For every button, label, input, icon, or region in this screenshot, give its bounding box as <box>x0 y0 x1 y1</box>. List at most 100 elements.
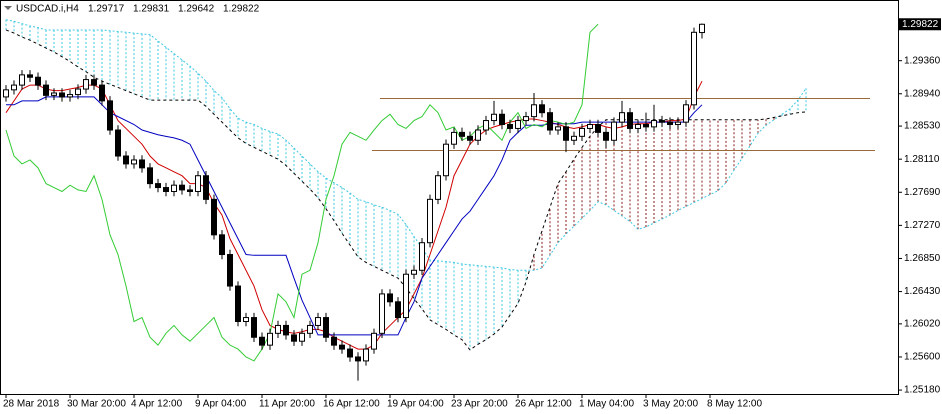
candle-body <box>155 183 161 189</box>
candle-body <box>499 113 505 126</box>
candle-body <box>627 112 633 129</box>
candle-body <box>563 126 569 141</box>
y-tick-label: 1.26020 <box>904 319 941 330</box>
candle-body <box>587 124 593 129</box>
candle-body <box>483 120 489 131</box>
candle-body <box>27 74 33 78</box>
candle-body <box>259 336 265 346</box>
candle-body <box>555 126 561 131</box>
candle-body <box>283 324 289 336</box>
y-tick-label: 1.29360 <box>904 55 941 66</box>
candle-body <box>347 348 353 358</box>
y-tick-label: 1.28110 <box>904 154 940 165</box>
indicator-line <box>5 23 599 362</box>
header-low: 1.29642 <box>178 4 215 15</box>
x-tick-label: 19 Apr 04:00 <box>387 399 444 410</box>
candle-body <box>515 120 521 129</box>
candle-body <box>531 104 537 118</box>
plot-layer <box>3 19 875 381</box>
candle-body <box>523 116 529 122</box>
x-tick-label: 3 May 20:00 <box>643 399 698 410</box>
current-price-box <box>899 18 941 31</box>
candle-body <box>251 317 257 338</box>
candle-body <box>435 175 441 200</box>
candle-body <box>267 332 273 346</box>
candle-body <box>371 332 377 350</box>
candle-body <box>115 129 121 157</box>
candle-body <box>363 348 369 362</box>
candle-body <box>187 189 193 192</box>
candle-body <box>211 198 217 236</box>
candle-body <box>643 124 649 128</box>
header-close: 1.29822 <box>223 4 260 15</box>
plot-frame <box>0 0 899 395</box>
candle-body <box>395 301 401 319</box>
candle-body <box>51 92 57 96</box>
y-tick-label: 1.26850 <box>904 253 941 264</box>
candle-body <box>91 79 97 86</box>
x-tick-label: 4 Apr 12:00 <box>131 399 183 410</box>
candle-body <box>171 184 177 192</box>
candle-body <box>475 129 481 141</box>
candle-body <box>539 104 545 114</box>
y-tick-label: 1.27270 <box>904 220 941 231</box>
candle-body <box>3 89 9 98</box>
y-tick-label: 1.25180 <box>904 385 941 396</box>
y-tick-label: 1.28530 <box>904 121 941 132</box>
candle-body <box>83 79 89 90</box>
candle-body <box>507 124 513 129</box>
candle-body <box>131 159 137 165</box>
header-open: 1.29717 <box>88 4 125 15</box>
candle-body <box>11 84 17 91</box>
candle-body <box>315 317 321 326</box>
candle-body <box>147 167 153 185</box>
candle-body <box>699 23 705 34</box>
candle-body <box>467 135 473 141</box>
x-tick-label: 26 Apr 12:00 <box>515 399 572 410</box>
candle-body <box>227 254 233 287</box>
candle-body <box>163 187 169 192</box>
candle-body <box>299 332 305 342</box>
candle-body <box>59 92 65 98</box>
candle-body <box>443 143 449 177</box>
header-icon <box>4 6 12 10</box>
candle-body <box>547 112 553 131</box>
candle-body <box>491 113 497 122</box>
candle-body <box>379 293 385 334</box>
y-tick-label: 1.26430 <box>904 286 941 297</box>
candle-body <box>451 131 457 145</box>
candle-body <box>331 336 337 346</box>
indicator-line <box>5 80 703 350</box>
candle-body <box>19 74 25 86</box>
x-tick-label: 11 Apr 20:00 <box>259 399 315 410</box>
candle-body <box>323 317 329 338</box>
candle-body <box>203 175 209 200</box>
y-tick-label: 1.27690 <box>904 187 941 198</box>
candle-body <box>35 76 41 86</box>
x-tick-label: 9 Apr 04:00 <box>195 399 247 410</box>
candle-body <box>659 120 665 123</box>
candle-body <box>139 159 145 169</box>
indicator-line <box>6 96 703 336</box>
candle-body <box>339 344 345 350</box>
x-tick-label: 16 Apr 12:00 <box>323 399 380 410</box>
x-tick-label: 1 May 04:00 <box>579 399 634 410</box>
candle-body <box>611 121 617 141</box>
candle-body <box>603 131 609 141</box>
x-tick-label: 30 Mar 20:00 <box>67 399 126 410</box>
candle-body <box>43 84 49 96</box>
candle-body <box>571 135 577 141</box>
candle-body <box>355 356 361 362</box>
span-a <box>5 19 807 271</box>
candle-body <box>675 121 681 126</box>
candle-body <box>179 184 185 191</box>
candle-body <box>579 127 585 137</box>
current-price-label: 1.29822 <box>902 19 939 30</box>
candle-body <box>651 120 657 128</box>
header-high: 1.29831 <box>133 4 170 15</box>
candle-body <box>691 31 697 106</box>
candle-body <box>411 269 417 275</box>
candle-body <box>195 175 201 192</box>
candle-body <box>99 84 105 102</box>
